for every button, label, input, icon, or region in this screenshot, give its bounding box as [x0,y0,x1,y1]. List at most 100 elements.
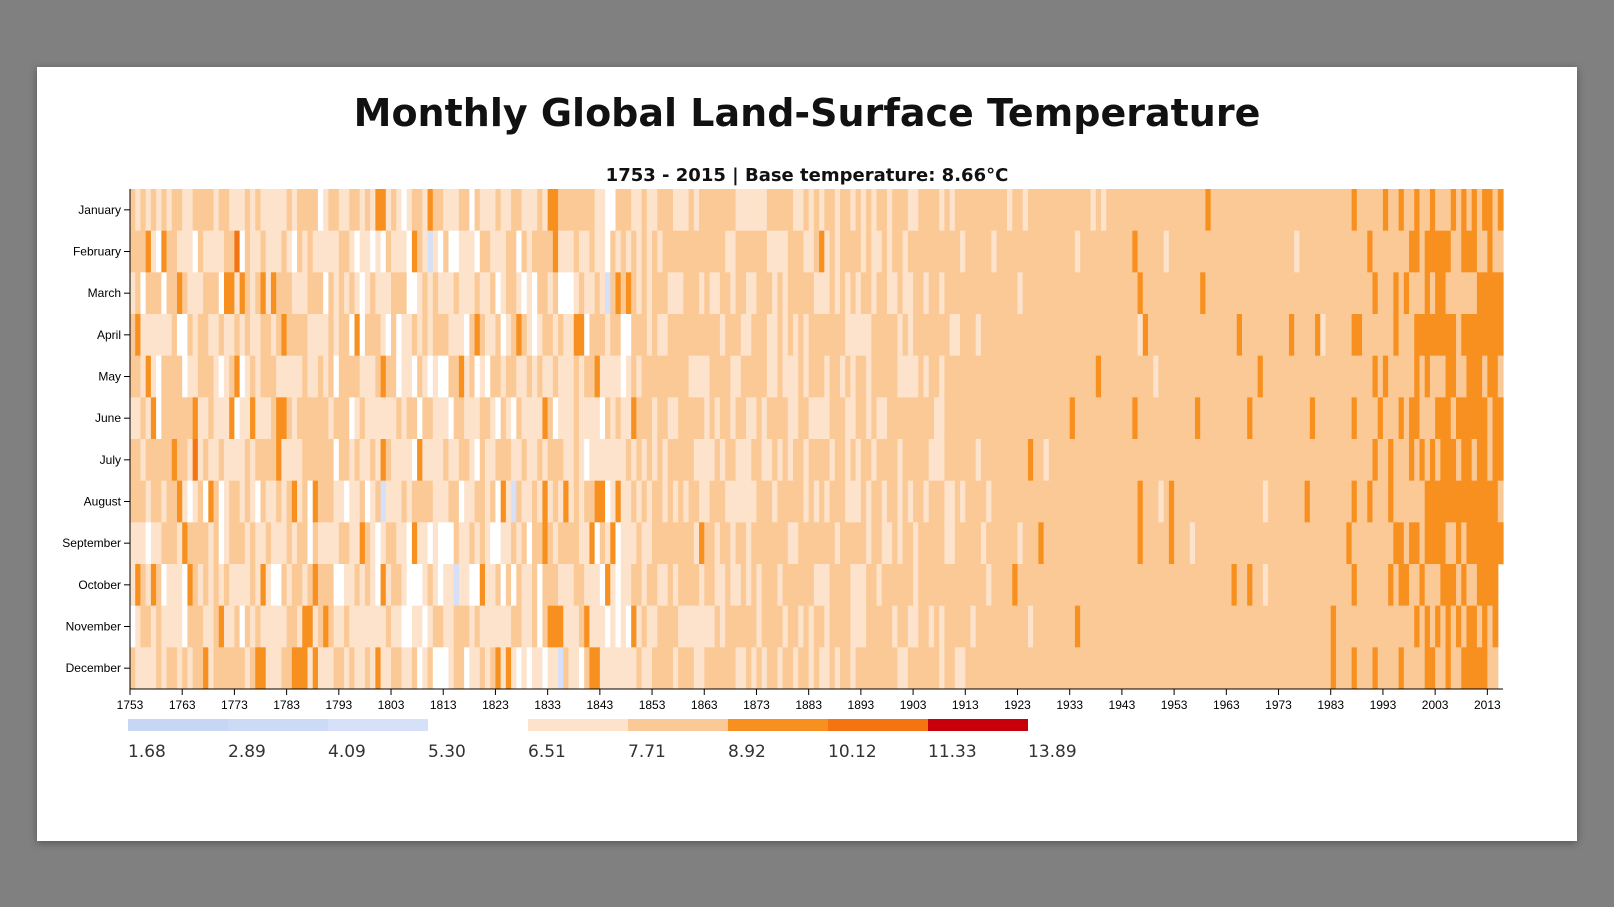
heatmap-cell [485,272,491,315]
heatmap-cell [845,439,852,481]
heatmap-cell [599,272,606,315]
heatmap-cell [255,397,262,440]
heatmap-cell [688,314,695,356]
heatmap-cell [751,272,758,315]
heatmap-cell [1215,564,1222,606]
heatmap-cell [761,564,768,606]
heatmap-cell [699,439,705,481]
heatmap-cell [297,564,303,606]
heatmap-cell [1440,480,1447,523]
heatmap-cell [803,605,810,648]
heatmap-cell [1304,314,1311,356]
heatmap-cell [662,314,669,356]
heatmap-cell [834,355,841,398]
heatmap-cell [787,480,794,523]
chart-title: Monthly Global Land-Surface Temperature [353,91,1261,135]
heatmap-cell [385,189,392,231]
heatmap-cell [860,522,867,565]
heatmap-cell [135,647,142,690]
heatmap-cell [1027,439,1034,481]
heatmap-cell [380,355,387,398]
heatmap-cell [683,480,690,523]
heatmap-cell [1074,564,1081,606]
heatmap-cell [892,647,899,690]
heatmap-cell [766,355,773,398]
heatmap-cell [610,647,617,690]
heatmap-cell [234,355,241,398]
heatmap-cell [531,314,538,356]
heatmap-cell [1017,439,1024,481]
heatmap-cell [928,439,935,481]
heatmap-cell [1007,480,1013,523]
heatmap-cell [829,314,836,356]
heatmap-cell [719,314,726,356]
heatmap-cell [1090,314,1097,356]
heatmap-cell [176,314,183,356]
heatmap-cell [1330,397,1337,440]
heatmap-cell [1027,397,1034,440]
heatmap-cell [719,605,726,648]
heatmap-cell [427,522,434,565]
heatmap-cell [255,480,262,523]
heatmap-cell [986,647,992,690]
heatmap-cell [1377,480,1384,523]
legend-label: 11.33 [928,742,977,762]
heatmap-cell [558,230,564,273]
heatmap-cell [1377,564,1384,606]
heatmap-cell [443,189,450,231]
heatmap-cell [511,189,517,231]
heatmap-cell [1121,439,1128,481]
heatmap-cell [584,230,591,273]
heatmap-cell [1252,647,1259,690]
heatmap-cell [239,397,246,440]
heatmap-cell [385,230,392,273]
heatmap-cell [401,564,408,606]
heatmap-cell [370,189,376,231]
heatmap-cell [939,189,945,231]
heatmap-cell [203,647,209,690]
heatmap-cell [344,439,350,481]
heatmap-cell [907,564,914,606]
heatmap-cell [145,439,152,481]
x-tick-label: 1943 [1109,698,1136,712]
heatmap-cell [302,397,309,440]
heatmap-cell [286,522,293,565]
heatmap-cell [1174,230,1180,273]
heatmap-cell [1231,355,1238,398]
heatmap-cell [354,647,361,690]
heatmap-cell [1132,564,1139,606]
heatmap-cell [913,439,919,481]
heatmap-cell [746,272,752,315]
heatmap-cell [563,189,570,231]
heatmap-cell [547,522,554,565]
heatmap-cell [1033,522,1039,565]
heatmap-cell [834,605,841,648]
heatmap-cell [646,564,653,606]
heatmap-cell [1106,355,1113,398]
heatmap-cell [1309,189,1316,231]
heatmap-cell [156,189,162,231]
heatmap-cell [892,439,899,481]
heatmap-cell [1033,564,1039,606]
heatmap-cell [552,480,559,523]
heatmap-cell [1304,564,1311,606]
heatmap-cell [260,647,267,690]
heatmap-cell [803,272,810,315]
heatmap-cell [1101,189,1107,231]
heatmap-cell [1033,439,1039,481]
heatmap-cell [605,564,611,606]
heatmap-cell [500,564,507,606]
heatmap-cell [1074,397,1081,440]
heatmap-cell [1466,314,1473,356]
heatmap-cell [787,355,794,398]
heatmap-cell [1236,522,1243,565]
heatmap-cell [1367,355,1374,398]
heatmap-cell [333,564,340,606]
heatmap-cell [349,355,356,398]
heatmap-cell [531,189,538,231]
heatmap-cell [161,272,168,315]
heatmap-cell [250,480,256,523]
heatmap-cell [866,230,872,273]
heatmap-cell [140,230,147,273]
heatmap-cell [1200,272,1207,315]
